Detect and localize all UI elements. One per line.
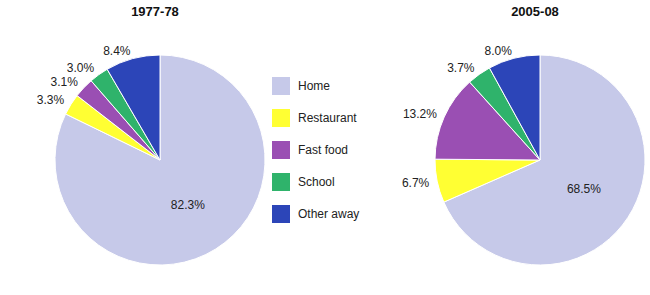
html-text:Other away: Other away (298, 207, 360, 221)
html-text:Fast food: Fast food (298, 143, 348, 157)
svg-text:3.3%: 3.3% (37, 93, 65, 107)
html-text:School: School (298, 175, 335, 189)
svg-text:3.0%: 3.0% (67, 61, 95, 75)
html-text:Home: Home (298, 79, 330, 93)
svg-text:8.0%: 8.0% (485, 44, 513, 58)
html-text:Restaurant: Restaurant (298, 111, 357, 125)
svg-text:3.1%: 3.1% (51, 75, 79, 89)
html-text:1977-78: 1977-78 (131, 4, 179, 19)
svg-text:8.4%: 8.4% (103, 44, 131, 58)
html-text:2005-08: 2005-08 (511, 4, 559, 19)
svg-text:13.2%: 13.2% (403, 107, 437, 121)
svg-text:82.3%: 82.3% (171, 198, 205, 212)
svg-text:6.7%: 6.7% (402, 176, 430, 190)
svg-text:68.5%: 68.5% (567, 182, 601, 196)
svg-text:3.7%: 3.7% (447, 61, 475, 75)
